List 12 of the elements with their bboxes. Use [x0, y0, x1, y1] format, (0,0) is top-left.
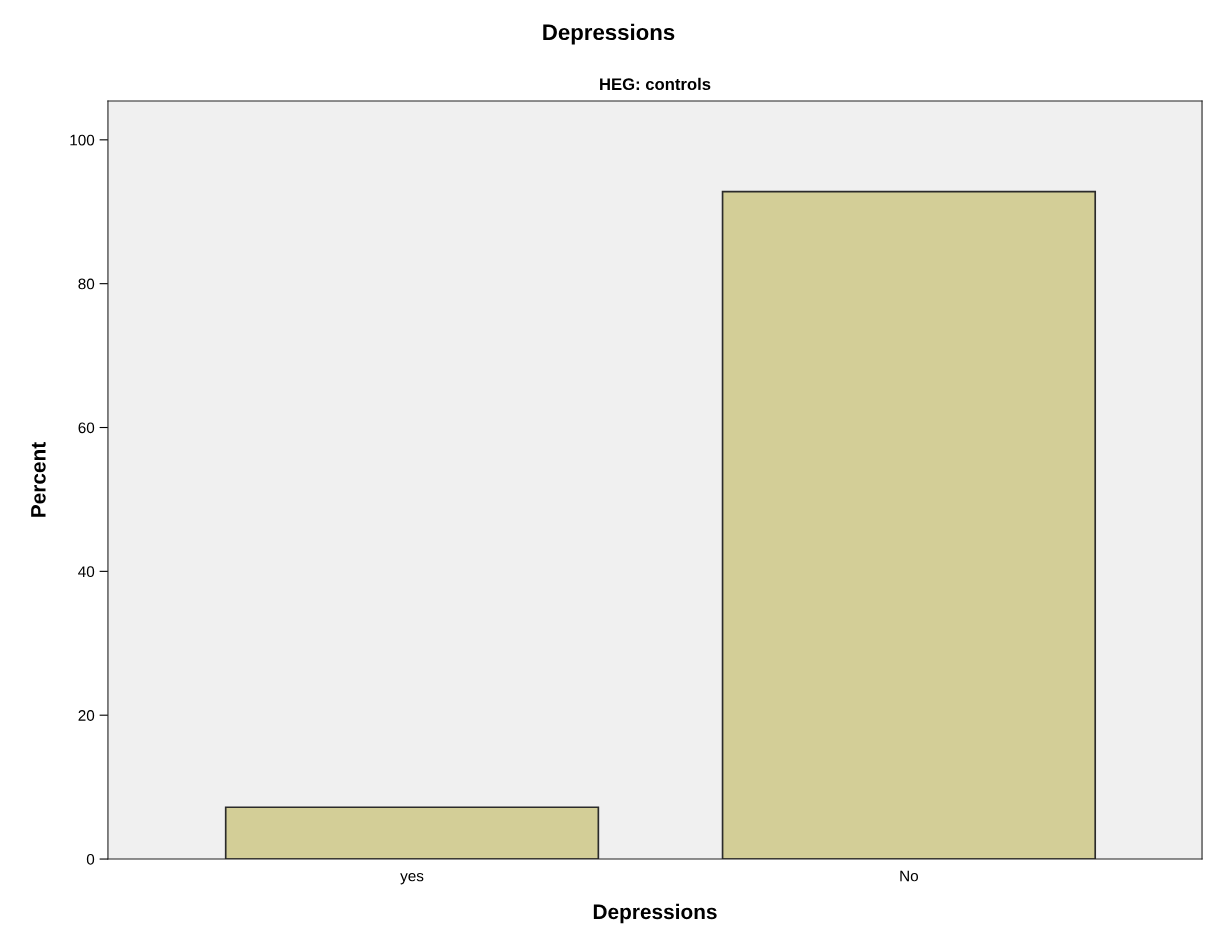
chart-subtitle: HEG: controls — [600, 77, 711, 91]
y-tick-label: 20 — [78, 710, 95, 721]
y-axis-title: Percent — [31, 442, 46, 517]
y-tick-label: 80 — [78, 278, 95, 290]
x-tick-label: No — [900, 870, 919, 882]
y-tick-label: 40 — [78, 566, 95, 578]
chart-title: Depressions — [543, 23, 675, 45]
x-axis-title: Depressions — [593, 903, 717, 924]
y-tick-label: 60 — [78, 422, 95, 434]
y-tick-label: 100 — [70, 134, 95, 146]
y-tick-label: 0 — [86, 853, 95, 865]
x-tick-label: yes — [400, 873, 424, 885]
